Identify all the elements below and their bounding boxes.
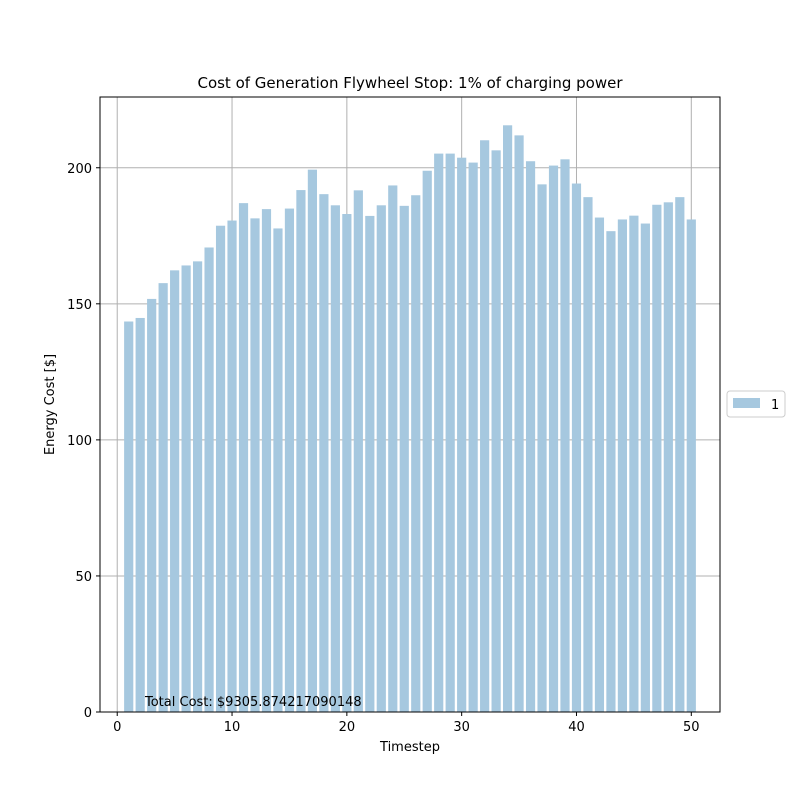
bar xyxy=(158,283,168,712)
bar xyxy=(525,161,536,712)
bar xyxy=(215,225,226,712)
legend: 1 xyxy=(726,390,786,418)
bar xyxy=(170,270,180,712)
bar xyxy=(284,208,295,712)
bar xyxy=(468,162,478,713)
x-axis-label: Timestep xyxy=(379,740,440,755)
y-axis-label: Energy Cost [$] xyxy=(43,354,58,455)
bar xyxy=(537,184,547,712)
bar xyxy=(503,125,513,712)
legend-swatch xyxy=(733,398,760,408)
x-tick-label: 50 xyxy=(683,720,700,735)
bar xyxy=(193,261,203,712)
bar xyxy=(629,215,639,713)
bar xyxy=(617,219,627,712)
bar xyxy=(330,205,340,713)
bar xyxy=(124,321,134,712)
bar xyxy=(457,157,467,713)
bar xyxy=(399,205,409,713)
plot-frame xyxy=(99,96,721,713)
bar xyxy=(307,169,317,712)
bar xyxy=(388,185,398,713)
bar xyxy=(445,153,455,712)
bar xyxy=(181,265,191,712)
x-tick-label: 30 xyxy=(453,720,470,735)
bar xyxy=(571,183,582,712)
chart-title: Cost of Generation Flywheel Stop: 1% of … xyxy=(197,74,623,92)
bar xyxy=(594,217,605,712)
bar xyxy=(353,190,363,712)
bar xyxy=(238,203,249,713)
bar xyxy=(640,223,650,713)
bar xyxy=(135,317,145,712)
bar xyxy=(675,197,685,712)
y-tick-label: 50 xyxy=(75,570,92,585)
x-tick-label: 40 xyxy=(568,720,585,735)
bar xyxy=(273,228,283,712)
x-tick-label: 10 xyxy=(224,720,241,735)
ticks: 0 10 20 30 40 50 0 50 100 150 200 xyxy=(67,162,699,735)
total-cost-annotation: Total Cost: $9305.874217090148 xyxy=(144,695,362,710)
bar xyxy=(342,214,352,712)
legend-label: 1 xyxy=(771,398,779,413)
bar xyxy=(583,197,593,712)
y-tick-label: 100 xyxy=(67,434,92,449)
bar xyxy=(227,220,237,712)
bar xyxy=(480,140,490,712)
bar xyxy=(606,231,616,712)
x-tick-label: 0 xyxy=(113,720,121,735)
bar xyxy=(250,218,260,713)
bar xyxy=(652,204,662,713)
bar xyxy=(663,202,673,712)
bar xyxy=(376,205,386,713)
bar xyxy=(204,247,214,713)
bar xyxy=(319,194,329,713)
bar xyxy=(422,170,432,712)
y-tick-label: 150 xyxy=(67,298,92,313)
bar xyxy=(548,165,559,713)
bar xyxy=(411,195,421,713)
bar xyxy=(261,209,272,712)
bar xyxy=(365,215,375,712)
bar xyxy=(434,153,444,712)
bar xyxy=(147,298,157,712)
y-tick-label: 0 xyxy=(84,706,92,721)
bar xyxy=(560,159,570,712)
x-tick-label: 20 xyxy=(339,720,356,735)
bar xyxy=(514,135,524,712)
bars xyxy=(124,125,696,713)
bar xyxy=(296,190,306,712)
y-tick-label: 200 xyxy=(67,162,92,177)
bar xyxy=(491,150,501,712)
bar xyxy=(686,219,696,712)
